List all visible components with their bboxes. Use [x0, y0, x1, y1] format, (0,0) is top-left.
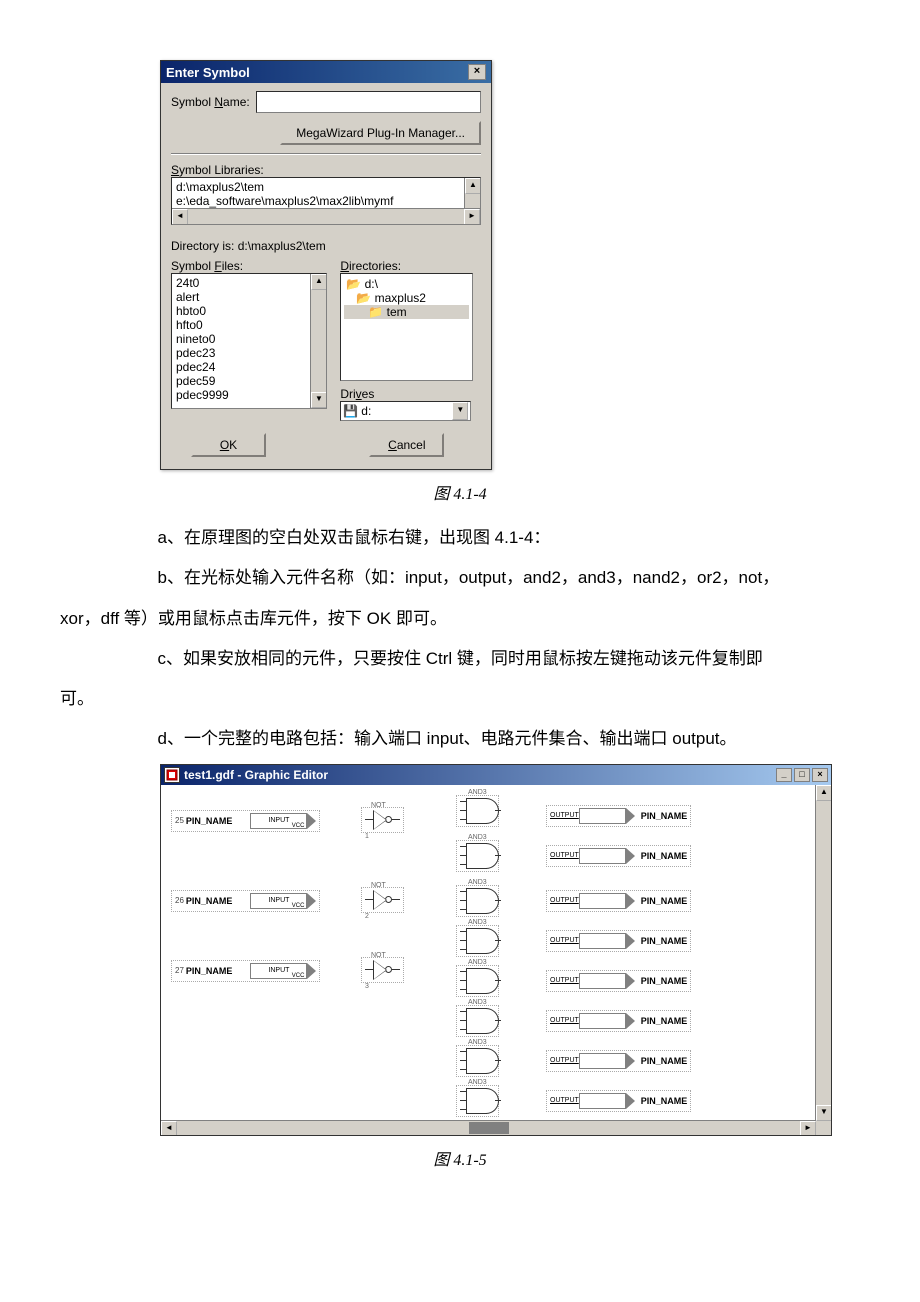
app-icon [164, 767, 180, 783]
editor-canvas[interactable]: ▲ ▼ ◄ ► 25 PIN_NAME INPUTVCC 26 PIN_NAME… [161, 785, 831, 1135]
scroll-thumb[interactable] [469, 1122, 509, 1134]
and3-gate[interactable]: AND3 [456, 795, 499, 827]
directories-tree[interactable]: 📂 d:\ 📂 maxplus2 📁 tem [340, 273, 473, 381]
scrollbar-vertical[interactable]: ▲ ▼ [310, 274, 326, 408]
drives-label: Drives [340, 387, 473, 401]
list-item[interactable]: hfto0 [174, 318, 324, 332]
scroll-left-icon[interactable]: ◄ [172, 209, 188, 225]
and3-gate[interactable]: AND3 [456, 1005, 499, 1037]
and3-gate[interactable]: AND3 [456, 925, 499, 957]
scroll-right-icon[interactable]: ► [464, 209, 480, 225]
scrollbar-vertical[interactable]: ▲ ▼ [815, 785, 831, 1121]
graphic-editor-window: test1.gdf - Graphic Editor _ □ × ▲ ▼ ◄ ►… [160, 764, 832, 1136]
scroll-up-icon[interactable]: ▲ [465, 178, 481, 194]
tree-item[interactable]: 📁 tem [344, 305, 469, 319]
drive-icon: 💾 [343, 404, 358, 418]
close-icon[interactable]: × [812, 768, 828, 782]
output-pin[interactable]: OUTPUT PIN_NAME [546, 1010, 691, 1032]
output-pin[interactable]: OUTPUT PIN_NAME [546, 890, 691, 912]
minimize-icon[interactable]: _ [776, 768, 792, 782]
not-gate[interactable]: NOT 1 [361, 807, 404, 833]
list-item[interactable]: pdec24 [174, 360, 324, 374]
output-pin[interactable]: OUTPUT PIN_NAME [546, 1090, 691, 1112]
body-text-b2: xor，dff 等）或用鼠标点击库元件，按下 OK 即可。 [20, 603, 900, 635]
scroll-left-icon[interactable]: ◄ [161, 1121, 177, 1135]
not-gate[interactable]: NOT 2 [361, 887, 404, 913]
body-text-c2: 可。 [20, 683, 900, 715]
tree-item[interactable]: 📂 maxplus2 [344, 291, 469, 305]
editor-titlebar: test1.gdf - Graphic Editor _ □ × [161, 765, 831, 785]
body-text-d: d、一个完整的电路包括：输入端口 input、电路元件集合、输出端口 outpu… [20, 723, 900, 755]
list-item[interactable]: pdec9999 [174, 388, 324, 402]
figure-caption-1: 图 4.1-4 [20, 480, 900, 504]
resize-grip-icon[interactable] [816, 1121, 831, 1135]
input-pin[interactable]: 25 PIN_NAME INPUTVCC [171, 810, 320, 832]
scroll-up-icon[interactable]: ▲ [816, 785, 831, 801]
and3-gate[interactable]: AND3 [456, 965, 499, 997]
list-item[interactable]: alert [174, 290, 324, 304]
maximize-icon[interactable]: □ [794, 768, 810, 782]
input-pin[interactable]: 26 PIN_NAME INPUTVCC [171, 890, 320, 912]
close-icon[interactable]: × [468, 64, 486, 80]
directories-label: Directories: [340, 259, 473, 273]
list-item[interactable]: d:\maxplus2\tem [174, 180, 478, 194]
scrollbar-horizontal[interactable]: ◄ ► [161, 1120, 816, 1135]
symbol-name-label: Symbol Name: [171, 95, 250, 109]
symbol-name-input[interactable] [256, 91, 481, 113]
scroll-down-icon[interactable]: ▼ [311, 392, 327, 408]
list-item[interactable]: nineto0 [174, 332, 324, 346]
list-item[interactable]: e:\eda_software\maxplus2\max2lib\mymf [174, 194, 478, 208]
body-text-a: a、在原理图的空白处双击鼠标右键，出现图 4.1-4： [20, 522, 900, 554]
drives-select[interactable]: 💾 d: ▼ [340, 401, 471, 421]
input-pin[interactable]: 27 PIN_NAME INPUTVCC [171, 960, 320, 982]
dialog-titlebar: Enter Symbol × [161, 61, 491, 83]
chevron-down-icon[interactable]: ▼ [452, 402, 468, 420]
symbol-files-list[interactable]: 24t0 alert hbto0 hfto0 nineto0 pdec23 pd… [171, 273, 327, 409]
list-item[interactable]: hbto0 [174, 304, 324, 318]
and3-gate[interactable]: AND3 [456, 840, 499, 872]
scroll-right-icon[interactable]: ► [800, 1121, 816, 1135]
scrollbar-horizontal[interactable]: ◄ ► [172, 208, 480, 224]
scroll-up-icon[interactable]: ▲ [311, 274, 327, 290]
and3-gate[interactable]: AND3 [456, 885, 499, 917]
not-gate[interactable]: NOT 3 [361, 957, 404, 983]
figure-caption-2: 图 4.1-5 [20, 1146, 900, 1170]
ok-button[interactable]: OK [191, 433, 266, 457]
editor-title: test1.gdf - Graphic Editor [184, 768, 328, 782]
drive-value: d: [361, 404, 371, 418]
megawizard-button[interactable]: MegaWizard Plug-In Manager... [280, 121, 481, 145]
symbol-libraries-list[interactable]: d:\maxplus2\tem e:\eda_software\maxplus2… [171, 177, 481, 225]
directory-is-label: Directory is: [171, 239, 234, 253]
body-text-b1: b、在光标处输入元件名称（如：input，output，and2，and3，na… [20, 562, 900, 594]
tree-item[interactable]: 📂 d:\ [344, 277, 469, 291]
output-pin[interactable]: OUTPUT PIN_NAME [546, 805, 691, 827]
and3-gate[interactable]: AND3 [456, 1085, 499, 1117]
and3-gate[interactable]: AND3 [456, 1045, 499, 1077]
output-pin[interactable]: OUTPUT PIN_NAME [546, 845, 691, 867]
list-item[interactable]: 24t0 [174, 276, 324, 290]
output-pin[interactable]: OUTPUT PIN_NAME [546, 930, 691, 952]
scroll-down-icon[interactable]: ▼ [816, 1105, 831, 1121]
list-item[interactable]: pdec23 [174, 346, 324, 360]
symbol-files-label: Symbol Files: [171, 259, 327, 273]
dialog-title: Enter Symbol [166, 65, 250, 80]
enter-symbol-dialog: Enter Symbol × Symbol Name: MegaWizard P… [160, 60, 492, 470]
list-item[interactable]: pdec59 [174, 374, 324, 388]
output-pin[interactable]: OUTPUT PIN_NAME [546, 970, 691, 992]
symbol-libraries-label: Symbol Libraries: [171, 163, 481, 177]
cancel-button[interactable]: Cancel [369, 433, 444, 457]
body-text-c1: c、如果安放相同的元件，只要按住 Ctrl 键，同时用鼠标按左键拖动该元件复制即 [20, 643, 900, 675]
output-pin[interactable]: OUTPUT PIN_NAME [546, 1050, 691, 1072]
directory-is-value: d:\maxplus2\tem [238, 239, 326, 253]
